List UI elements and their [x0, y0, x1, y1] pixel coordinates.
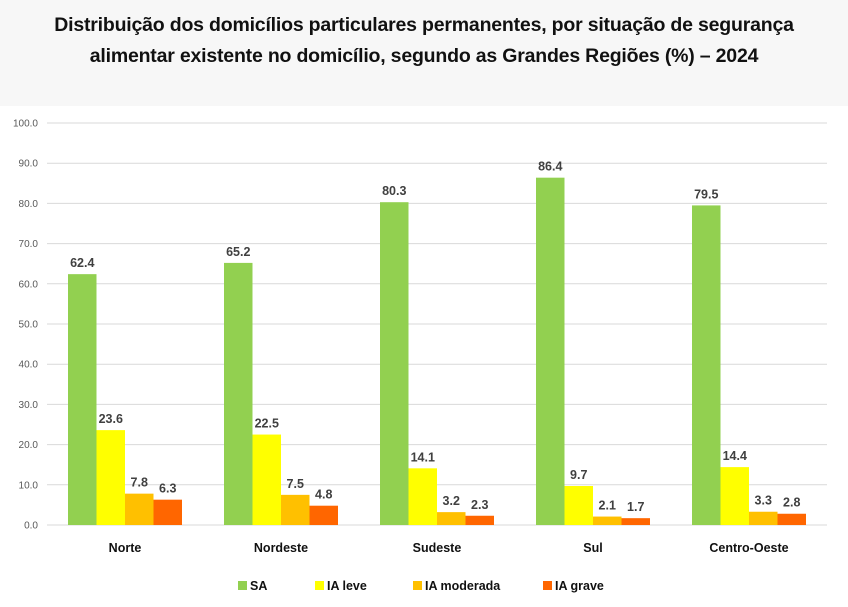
- y-tick-label: 20.0: [19, 440, 39, 451]
- legend-label: SA: [250, 579, 267, 593]
- bar: [252, 434, 281, 525]
- y-tick-label: 70.0: [19, 239, 39, 250]
- y-tick-label: 50.0: [19, 320, 39, 331]
- x-tick-label: Nordeste: [254, 541, 308, 555]
- legend: SA IA leve IA moderada IA grave: [238, 579, 604, 593]
- bar: [621, 518, 650, 525]
- data-label: 14.1: [411, 450, 435, 464]
- bar: [437, 512, 466, 525]
- bar: [692, 205, 721, 525]
- bar: [224, 262, 253, 525]
- bar: [96, 430, 125, 525]
- legend-swatch: [543, 581, 552, 590]
- data-label: 80.3: [382, 184, 406, 198]
- bar: [281, 494, 310, 525]
- data-label: 3.2: [443, 494, 460, 508]
- data-label: 2.8: [783, 496, 800, 510]
- x-tick-label: Norte: [109, 541, 142, 555]
- data-labels: 62.4 23.6 7.8 6.3 65.2 22.5 7.5 4.8 80.3 14.1 3.2 2…: [70, 160, 800, 514]
- bar: [125, 493, 154, 525]
- bar: [749, 511, 778, 525]
- x-tick-label: Centro-Oeste: [709, 541, 788, 555]
- chart-title: Distribuição dos domicílios particulares…: [0, 10, 848, 72]
- data-label: 6.3: [159, 482, 176, 496]
- data-label: 2.3: [471, 498, 488, 512]
- y-axis-tick-labels: 0.0 10.0 20.0 30.0 40.0 50.0 60.0 70.0 80.0 90.0 1…: [13, 119, 38, 532]
- legend-swatch: [413, 581, 422, 590]
- plot-area: 0.0 10.0 20.0 30.0 40.0 50.0 60.0 70.0 80.0 90.0 1…: [0, 106, 848, 607]
- y-tick-label: 30.0: [19, 400, 39, 411]
- bar: [720, 467, 749, 525]
- data-label: 65.2: [226, 245, 250, 259]
- x-tick-label: Sul: [583, 541, 602, 555]
- data-label: 14.4: [723, 449, 747, 463]
- data-label: 2.1: [599, 499, 616, 513]
- y-tick-label: 0.0: [24, 521, 38, 532]
- bar: [153, 499, 182, 525]
- y-tick-label: 100.0: [13, 119, 38, 130]
- bar: [380, 202, 409, 525]
- bar: [465, 515, 494, 525]
- data-label: 9.7: [570, 468, 587, 482]
- chart-title-line-2: alimentar existente no domicílio, segund…: [89, 45, 759, 67]
- gridlines: [47, 122, 827, 526]
- y-tick-label: 90.0: [19, 159, 39, 170]
- data-label: 4.8: [315, 488, 332, 502]
- bar: [408, 468, 437, 525]
- bar: [536, 177, 565, 525]
- bar: [309, 505, 338, 525]
- data-label: 23.6: [99, 412, 123, 426]
- y-tick-label: 40.0: [19, 360, 39, 371]
- bar: [593, 516, 622, 525]
- y-tick-label: 10.0: [19, 480, 39, 491]
- bars: [68, 177, 806, 525]
- bar: [68, 274, 97, 525]
- bar: [564, 486, 593, 525]
- data-label: 79.5: [694, 187, 718, 201]
- data-label: 22.5: [255, 417, 279, 431]
- data-label: 7.5: [287, 477, 304, 491]
- legend-swatch: [238, 581, 247, 590]
- data-label: 3.3: [755, 494, 772, 508]
- y-tick-label: 80.0: [19, 199, 39, 210]
- legend-label: IA grave: [555, 579, 604, 593]
- title-area: Distribuição dos domicílios particulares…: [0, 0, 848, 106]
- data-label: 62.4: [70, 256, 94, 270]
- data-label: 7.8: [131, 476, 148, 490]
- chart-title-line-1: Distribuição dos domicílios particulares…: [54, 14, 794, 36]
- data-label: 1.7: [627, 500, 644, 514]
- bar-chart: 0.0 10.0 20.0 30.0 40.0 50.0 60.0 70.0 80.0 90.0 1…: [13, 119, 827, 593]
- x-tick-label: Sudeste: [413, 541, 462, 555]
- bar: [777, 513, 806, 525]
- x-axis-category-labels: Norte Nordeste Sudeste Sul Centro-Oeste: [109, 541, 789, 555]
- legend-label: IA moderada: [425, 579, 501, 593]
- data-label: 86.4: [538, 160, 562, 174]
- legend-swatch: [315, 581, 324, 590]
- legend-label: IA leve: [327, 579, 367, 593]
- y-tick-label: 60.0: [19, 279, 39, 290]
